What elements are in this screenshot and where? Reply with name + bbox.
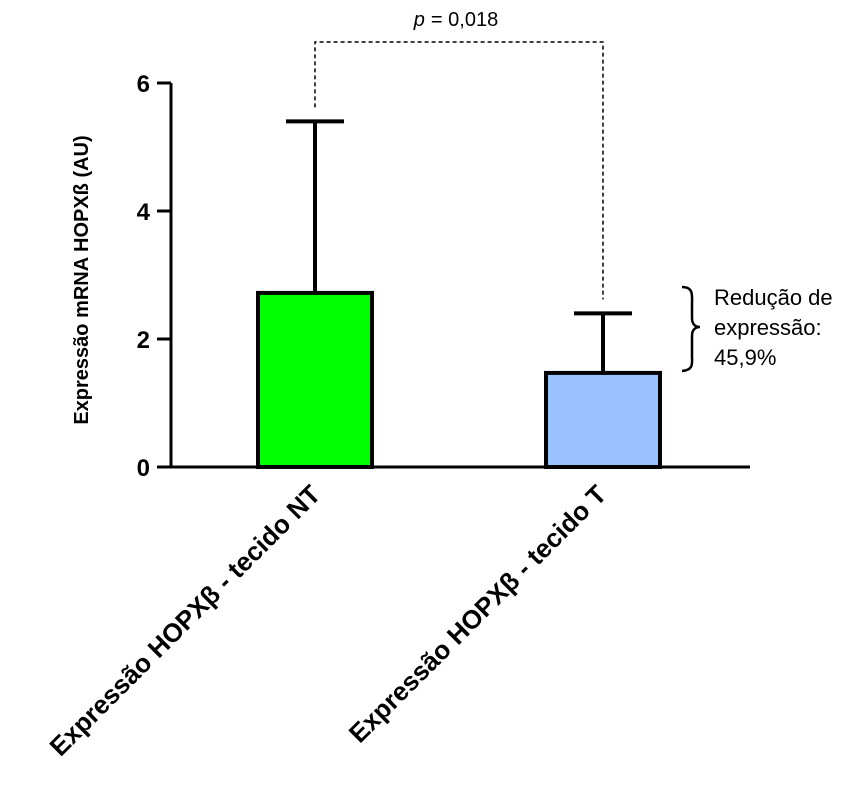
- curly-brace-icon: [681, 285, 701, 373]
- bar: [544, 370, 662, 470]
- significance-bracket-line: [314, 41, 604, 300]
- y-tick-label: 2: [137, 327, 150, 354]
- annotation-line-3: 45,9%: [714, 345, 776, 370]
- y-tick-label: 6: [137, 71, 150, 98]
- category-label-nt: Expressão HOPXβ - tecido NT: [43, 479, 326, 762]
- y-ticks: 0 2 4 6: [137, 71, 171, 482]
- reduction-annotation: Redução de expressão: 45,9%: [681, 285, 833, 373]
- bars: [256, 119, 662, 470]
- p-value-label: p = 0,018: [413, 9, 498, 31]
- significance-bracket: p = 0,018: [314, 9, 604, 300]
- bar: [256, 290, 374, 470]
- y-tick-label: 4: [137, 199, 151, 226]
- p-value: = 0,018: [431, 9, 498, 31]
- y-axis-title: Expressão mRNA HOPXß (AU): [71, 135, 93, 424]
- y-tick-label: 0: [137, 455, 150, 482]
- annotation-line-1: Redução de: [714, 285, 833, 310]
- p-symbol: p: [413, 9, 425, 31]
- annotation-line-2: expressão:: [714, 315, 822, 340]
- category-label-t: Expressão HOPXβ - tecido T: [343, 479, 613, 749]
